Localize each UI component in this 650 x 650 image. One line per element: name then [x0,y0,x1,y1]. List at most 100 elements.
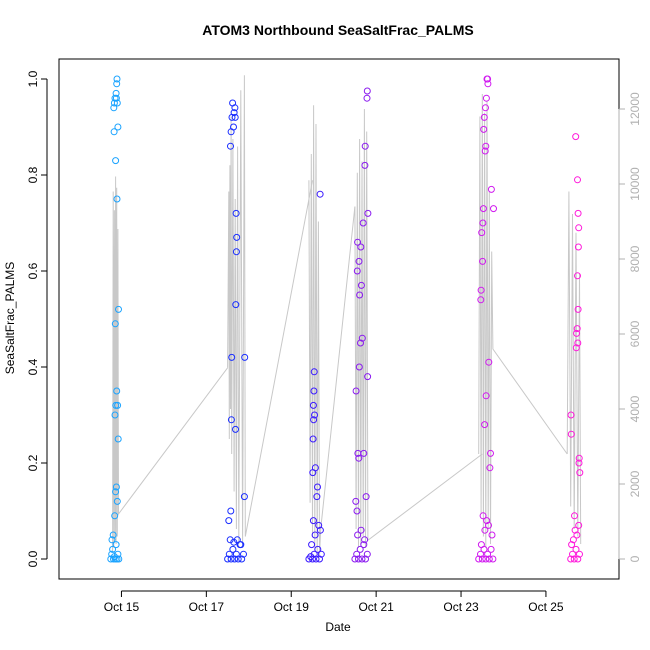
data-point [309,435,317,443]
data-point [112,157,120,165]
y2-tick-label: 2000 [628,470,642,497]
data-point [230,109,238,117]
y2-tick-label: 8000 [628,245,642,272]
x-tick-label: Oct 21 [358,600,394,614]
y2-tick-label: 4000 [628,395,642,422]
data-point [231,113,239,121]
data-point [240,493,248,501]
data-point [572,133,580,141]
data-point [363,87,371,95]
data-point [311,464,319,472]
data-point [364,209,372,217]
data-point [357,243,365,251]
data-point [575,521,583,529]
data-point [479,257,487,265]
data-point [484,550,492,558]
data-point [112,89,120,97]
y-tick-label: 0.6 [26,262,40,279]
data-point [112,541,120,549]
data-point [490,205,497,213]
data-point [310,550,318,558]
data-point [240,550,247,558]
altitude-trace-6 [566,191,582,545]
data-point [479,512,487,520]
chart-title: ATOM3 Northbound SeaSaltFrac_PALMS [202,22,473,38]
y-axis: 0.0 0.2 0.4 0.6 0.8 1.0 [26,70,48,567]
data-point [233,536,241,544]
data-point [355,454,363,462]
altitude-trace-5 [478,93,568,548]
data-point [573,325,581,333]
data-point [316,190,324,198]
data-point [227,507,235,515]
y2-tick-label: 12000 [628,92,642,126]
data-point [109,531,117,539]
data-point [232,209,240,217]
data-point [479,219,487,227]
data-point [362,493,370,501]
data-point [576,469,584,477]
data-point [363,94,371,102]
x-axis: Oct 15 Oct 17 Oct 19 Oct 21 Oct 23 Oct 25 [104,590,564,614]
data-point [567,430,575,438]
data-point [478,555,486,563]
data-point [477,286,485,294]
data-point [574,176,581,184]
data-point [230,538,238,546]
data-point [362,555,369,563]
data-point [115,555,123,563]
data-point [309,401,317,409]
data-point [488,531,496,539]
data-point [569,536,577,544]
data-point [231,104,239,112]
data-point [232,301,240,309]
data-point [487,449,494,457]
data-point [112,94,120,102]
data-point [230,123,237,131]
data-point [575,454,583,462]
data-point [477,550,484,558]
data-point [482,104,489,112]
data-point [363,550,371,558]
data-point [225,517,233,525]
data-point [477,541,485,549]
data-point [480,113,488,121]
data-point [477,296,485,304]
data-point [573,531,581,539]
data-point [574,209,582,217]
data-point [359,219,367,227]
data-point [358,555,366,563]
data-point [110,128,118,136]
data-point [483,517,491,525]
data-point [574,243,582,251]
data-point [478,229,486,237]
data-point [574,339,582,347]
data-point [352,497,360,505]
data-point [232,425,239,433]
data-point [487,185,495,193]
y2-tick-label: 10000 [628,167,642,201]
y-tick-label: 0.2 [26,454,40,471]
data-point [310,416,318,424]
data-point [482,94,490,102]
data-point [575,224,583,232]
data-point [109,545,117,553]
data-point [234,555,242,563]
x-tick-label: Oct 23 [443,600,479,614]
data-point [361,161,369,169]
y-tick-label: 1.0 [26,70,40,87]
data-point [227,555,235,563]
data-point [112,488,120,496]
data-point [364,373,372,381]
data-point [316,526,324,534]
data-point [574,555,582,563]
data-point [309,517,317,525]
y-tick-label: 0.0 [26,550,40,567]
data-point [574,305,582,313]
data-point [113,99,121,107]
data-point [110,104,118,112]
data-point [311,531,319,539]
data-point [232,248,240,256]
data-point [360,541,368,549]
data-point [356,545,364,553]
